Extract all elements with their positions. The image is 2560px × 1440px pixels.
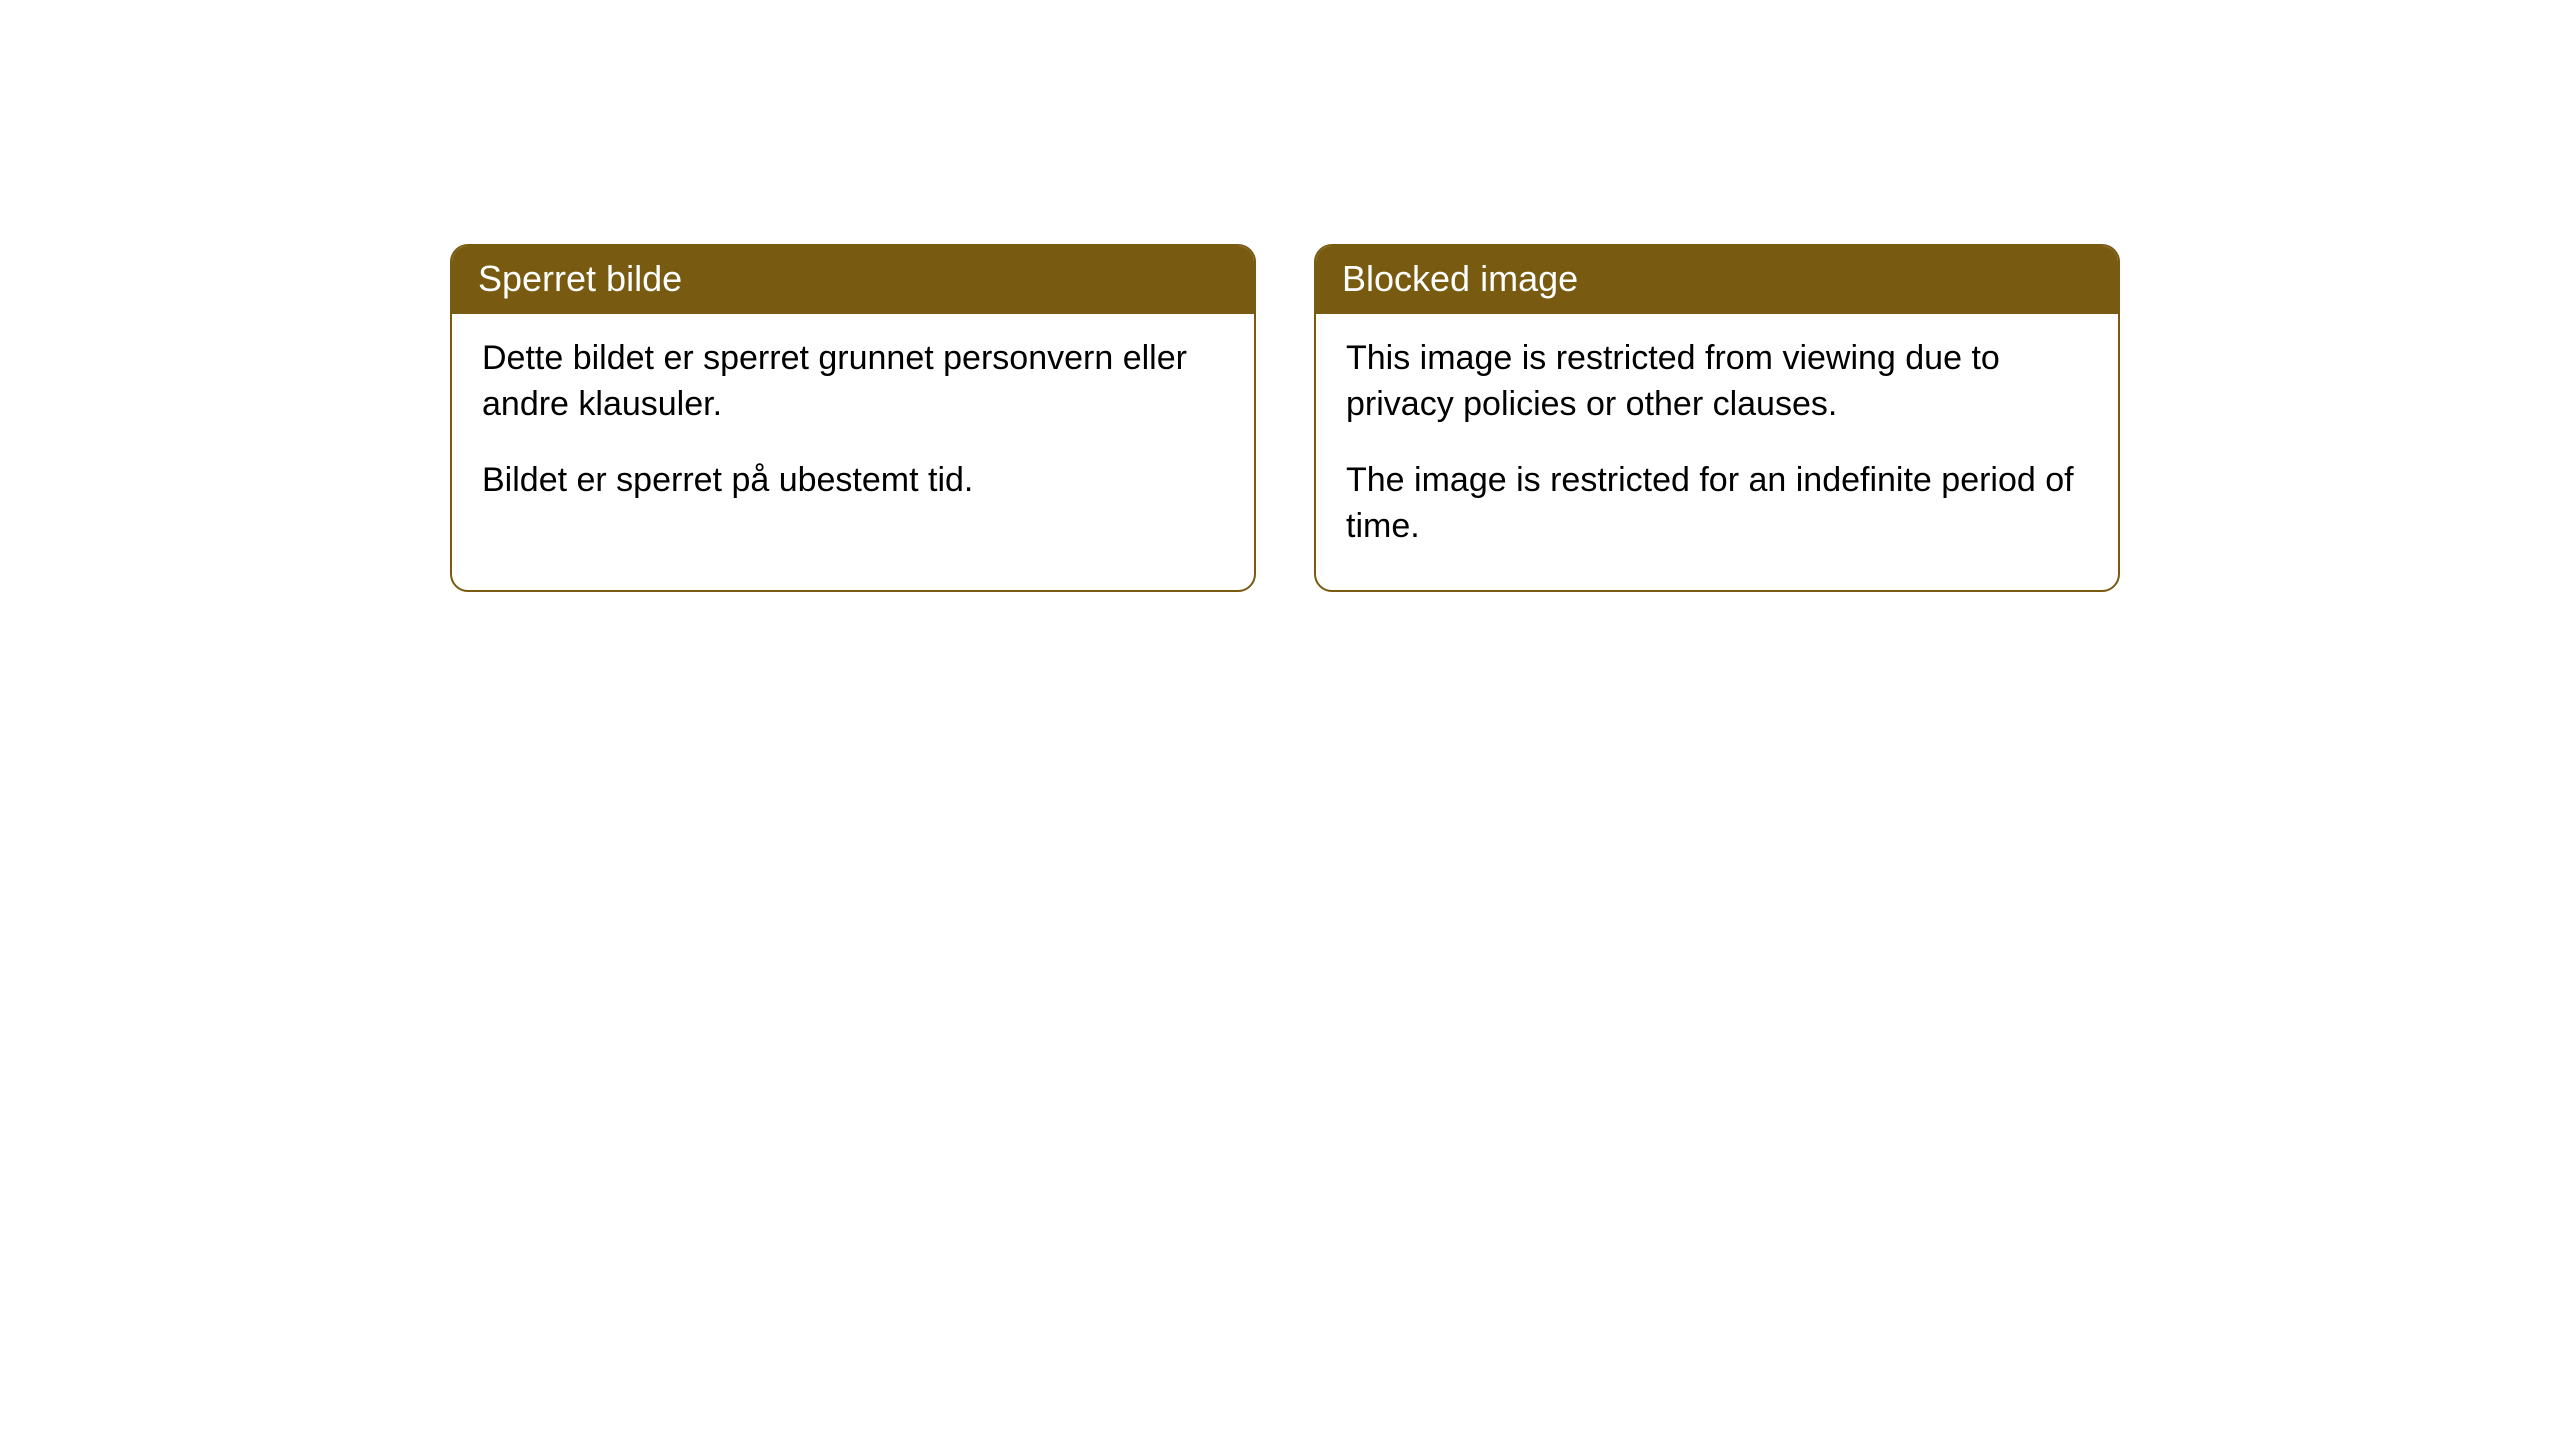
notice-cards-container: Sperret bilde Dette bildet er sperret gr… — [450, 244, 2120, 592]
card-header-norwegian: Sperret bilde — [452, 246, 1254, 314]
card-header-english: Blocked image — [1316, 246, 2118, 314]
notice-paragraph: This image is restricted from viewing du… — [1346, 336, 2088, 428]
notice-paragraph: The image is restricted for an indefinit… — [1346, 458, 2088, 550]
card-body-norwegian: Dette bildet er sperret grunnet personve… — [452, 314, 1254, 544]
notice-paragraph: Bildet er sperret på ubestemt tid. — [482, 458, 1224, 504]
notice-card-norwegian: Sperret bilde Dette bildet er sperret gr… — [450, 244, 1256, 592]
notice-paragraph: Dette bildet er sperret grunnet personve… — [482, 336, 1224, 428]
card-body-english: This image is restricted from viewing du… — [1316, 314, 2118, 590]
notice-card-english: Blocked image This image is restricted f… — [1314, 244, 2120, 592]
